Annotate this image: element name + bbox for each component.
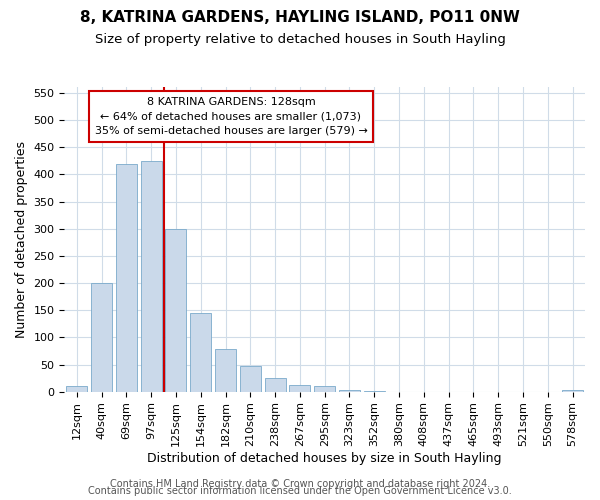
Bar (364, 391, 385, 392)
X-axis label: Distribution of detached houses by size in South Hayling: Distribution of detached houses by size … (148, 452, 502, 465)
Text: 8, KATRINA GARDENS, HAYLING ISLAND, PO11 0NW: 8, KATRINA GARDENS, HAYLING ISLAND, PO11… (80, 10, 520, 25)
Bar (339, 390, 360, 392)
Bar (562, 390, 583, 392)
Text: Contains HM Land Registry data © Crown copyright and database right 2024.: Contains HM Land Registry data © Crown c… (110, 479, 490, 489)
Bar (265, 378, 286, 392)
Text: 8 KATRINA GARDENS: 128sqm
← 64% of detached houses are smaller (1,073)
35% of se: 8 KATRINA GARDENS: 128sqm ← 64% of detac… (95, 96, 367, 136)
Bar (91, 283, 112, 392)
Bar (215, 350, 236, 392)
Y-axis label: Number of detached properties: Number of detached properties (15, 141, 28, 338)
Bar (240, 366, 261, 392)
Bar (140, 161, 162, 392)
Text: Contains public sector information licensed under the Open Government Licence v3: Contains public sector information licen… (88, 486, 512, 496)
Bar (166, 228, 187, 392)
Bar (314, 386, 335, 392)
Bar (289, 384, 310, 392)
Bar (190, 313, 211, 392)
Bar (66, 386, 88, 392)
Text: Size of property relative to detached houses in South Hayling: Size of property relative to detached ho… (95, 32, 505, 46)
Bar (116, 164, 137, 392)
